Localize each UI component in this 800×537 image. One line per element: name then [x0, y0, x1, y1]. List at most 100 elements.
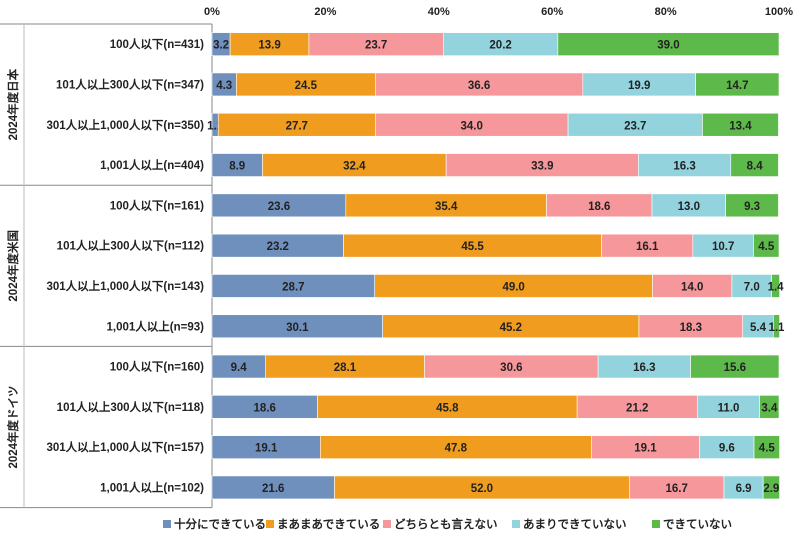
data-label: 1.4	[768, 281, 785, 293]
data-label: 20.2	[489, 40, 511, 52]
data-label: 52.0	[471, 483, 493, 495]
x-tick-label: 80%	[655, 6, 677, 18]
data-label: 16.3	[673, 161, 695, 173]
data-label: 32.4	[343, 161, 366, 173]
bar-segment	[557, 32, 780, 56]
category-label: 301人以上1,000人以下(n=157)	[46, 440, 204, 454]
legend-label: まあまあできている	[277, 518, 380, 531]
data-label: 3.4	[761, 402, 778, 414]
bar-segment	[730, 153, 779, 177]
data-label: 9.3	[744, 201, 760, 213]
data-label: 4.5	[758, 241, 775, 253]
legend-swatch	[163, 520, 171, 528]
data-label: 18.6	[588, 201, 610, 213]
bar-segment	[753, 233, 780, 258]
data-label: 24.5	[295, 80, 318, 92]
data-label: 19.1	[255, 443, 278, 455]
legend-swatch	[266, 520, 274, 528]
data-label: 10.7	[712, 241, 734, 253]
x-tick-label: 40%	[428, 6, 450, 18]
data-label: 8.9	[229, 161, 245, 173]
x-tick-label: 0%	[204, 6, 220, 18]
data-label: 7.0	[744, 281, 760, 293]
data-label: 15.6	[724, 362, 746, 374]
data-label: 5.4	[750, 322, 767, 334]
group-label: 2024年度日本	[6, 68, 20, 140]
data-label: 18.6	[254, 402, 276, 414]
data-label: 16.7	[665, 483, 687, 495]
legend-label: あまりできていない	[523, 518, 627, 531]
bar-segment	[702, 112, 779, 137]
data-label: 9.4	[231, 362, 248, 374]
data-label: 9.6	[719, 443, 735, 455]
bar-segment	[695, 72, 780, 97]
legend-swatch	[383, 520, 391, 528]
data-label: 14.0	[681, 281, 703, 293]
legend-label: できていない	[663, 518, 732, 531]
data-label: 45.8	[436, 402, 459, 414]
x-tick-label: 100%	[765, 6, 793, 18]
data-label: 13.4	[729, 120, 752, 132]
data-label: 33.9	[531, 161, 553, 173]
legend-label: どちらとも言えない	[394, 517, 498, 531]
bar-segment	[773, 314, 780, 339]
data-label: 45.5	[461, 241, 484, 253]
x-tick-label: 60%	[541, 6, 563, 18]
data-label: 18.3	[680, 322, 702, 334]
data-label: 34.0	[460, 120, 482, 132]
category-label: 101人以上300人以下(n=112)	[57, 239, 204, 253]
data-label: 39.0	[657, 40, 679, 52]
data-label: 27.7	[286, 120, 308, 132]
bar-segment	[759, 395, 780, 419]
bar-segment	[771, 274, 780, 298]
legend-label: 十分にできている	[174, 517, 266, 531]
data-label: 2.9	[763, 483, 779, 495]
data-label: 3.2	[213, 40, 229, 52]
data-label: 16.3	[633, 362, 655, 374]
data-label: 13.9	[258, 40, 280, 52]
category-label: 101人以上300人以下(n=118)	[57, 400, 204, 414]
data-label: 4.5	[759, 443, 776, 455]
data-label: 16.1	[636, 241, 659, 253]
data-label: 21.6	[262, 483, 284, 495]
data-label: 23.7	[624, 120, 646, 132]
category-label: 1,001人以上(n=404)	[100, 158, 204, 172]
data-label: 23.6	[268, 201, 290, 213]
category-label: 100人以下(n=160)	[110, 360, 204, 374]
data-label: 6.9	[736, 483, 752, 495]
data-label: 28.7	[282, 281, 304, 293]
data-label: 14.7	[726, 80, 748, 92]
data-label: 19.1	[634, 443, 657, 455]
bar-segment	[690, 354, 780, 379]
group-label: 2024年度ドイツ	[6, 385, 20, 468]
data-label: 23.2	[267, 241, 289, 253]
data-label: 4.3	[216, 80, 232, 92]
data-label: 21.2	[626, 402, 648, 414]
data-label: 28.1	[334, 362, 357, 374]
data-label: 11.0	[718, 402, 740, 414]
data-label: 1.1	[768, 322, 785, 334]
legend-swatch	[512, 520, 520, 528]
bar-segment	[753, 435, 780, 459]
data-label: 30.6	[500, 362, 522, 374]
category-label: 301人以上1,000人以下(n=143)	[46, 279, 204, 293]
category-label: 301人以上1,000人以下(n=350)	[46, 118, 204, 132]
x-tick-label: 20%	[314, 6, 336, 18]
data-label: 35.4	[435, 201, 458, 213]
category-label: 100人以下(n=431)	[110, 37, 204, 51]
legend-swatch	[652, 520, 660, 528]
data-label: 19.9	[628, 80, 650, 92]
category-label: 101人以上300人以下(n=347)	[56, 77, 204, 91]
data-label: 49.0	[502, 281, 524, 293]
data-label: 13.0	[678, 201, 700, 213]
group-label: 2024年度米国	[6, 230, 20, 302]
category-label: 1,001人以上(n=93)	[107, 319, 205, 333]
data-label: 45.2	[500, 322, 522, 334]
data-label: 8.4	[747, 161, 764, 173]
category-label: 1,001人以上(n=102)	[100, 480, 204, 494]
data-label: 30.1	[286, 322, 309, 334]
data-label: 36.6	[468, 80, 490, 92]
category-label: 100人以下(n=161)	[110, 198, 204, 212]
bar-segment	[725, 193, 779, 218]
